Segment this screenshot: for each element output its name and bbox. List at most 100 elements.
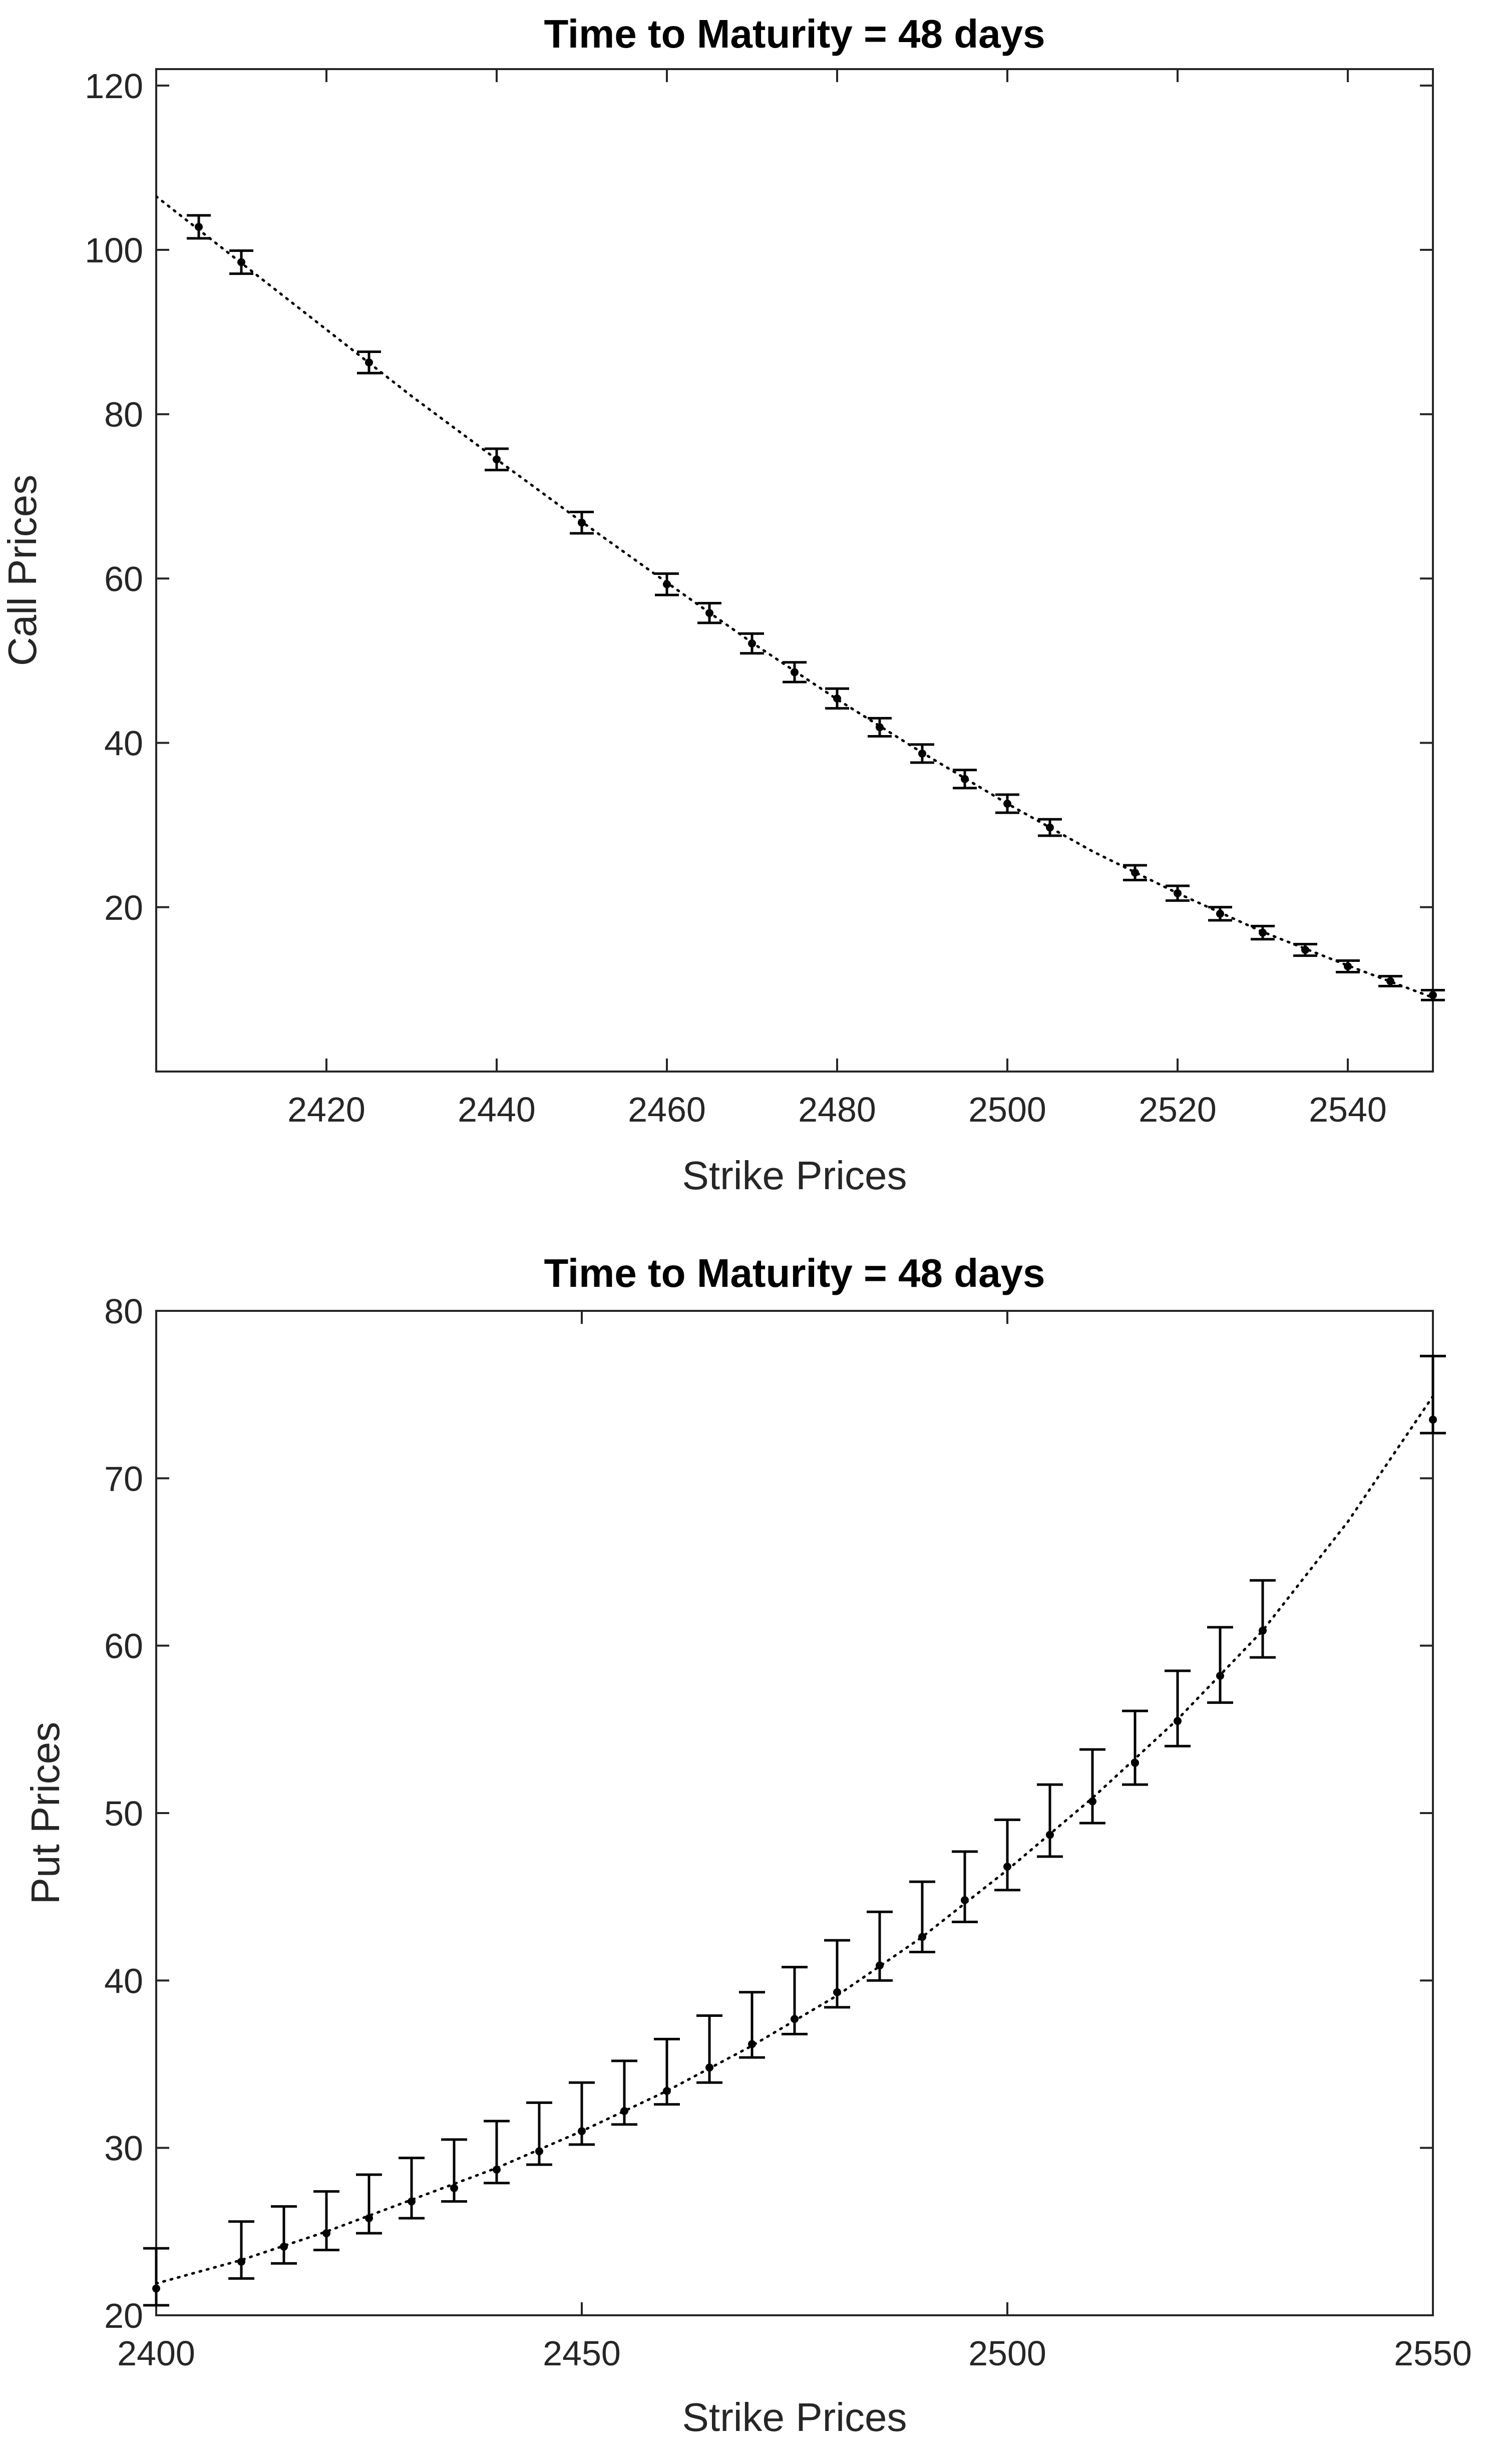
data-point-group	[356, 2173, 382, 2235]
data-point-group	[570, 510, 594, 535]
data-point-group	[1207, 1626, 1233, 1704]
data-point	[408, 2197, 416, 2206]
data-point-group	[143, 2247, 169, 2307]
data-point	[705, 2063, 713, 2072]
data-point-group	[953, 769, 977, 790]
y-tick-label: 20	[104, 888, 143, 927]
data-point-group	[611, 2059, 637, 2126]
data-point-group	[526, 2101, 552, 2166]
data-point-group	[952, 1850, 978, 1923]
y-tick-label: 120	[85, 67, 143, 106]
y-tick-label: 80	[104, 395, 143, 434]
data-point-group	[399, 2157, 425, 2220]
data-point-group	[484, 2120, 510, 2185]
data-point	[663, 580, 671, 588]
data-point	[152, 2284, 160, 2293]
data-point-group	[654, 2037, 680, 2106]
data-point-group	[1037, 1783, 1063, 1858]
data-point	[1046, 823, 1054, 832]
data-point-group	[228, 2220, 254, 2280]
y-tick-label: 30	[104, 2129, 143, 2168]
x-axis-label: Strike Prices	[682, 1153, 907, 1198]
x-tick-label: 2440	[458, 1090, 536, 1129]
data-point	[791, 668, 799, 676]
data-point-group	[910, 743, 934, 764]
data-point	[748, 639, 756, 648]
data-point	[578, 518, 586, 527]
data-point	[578, 2127, 586, 2136]
x-tick-label: 2540	[1309, 1090, 1387, 1129]
data-point-group	[1336, 959, 1360, 973]
y-tick-label: 70	[104, 1459, 143, 1498]
data-point	[1003, 800, 1011, 808]
data-point	[961, 775, 969, 783]
data-point-group	[1208, 906, 1232, 922]
data-point	[1429, 991, 1437, 999]
chart-panel-2: Time to Maturity = 48 days Strike Prices P…	[23, 1251, 1472, 2439]
data-point	[1131, 868, 1139, 877]
y-tick-label: 20	[104, 2296, 143, 2335]
data-point-group	[1122, 1709, 1148, 1786]
data-point-group	[357, 350, 381, 375]
data-point-group	[1250, 1579, 1276, 1659]
data-point	[1429, 1416, 1437, 1424]
data-point	[493, 2166, 501, 2174]
data-point-group	[995, 793, 1019, 814]
data-point	[833, 694, 841, 702]
data-point	[1386, 977, 1394, 985]
data-point-group	[1123, 864, 1147, 882]
data-point	[1174, 889, 1182, 897]
data-point	[1301, 946, 1309, 954]
data-point-group	[739, 1991, 765, 2059]
y-tick-label: 100	[85, 231, 143, 270]
data-point-group	[1038, 818, 1062, 837]
data-point-group	[867, 1910, 893, 1982]
data-point-group	[783, 661, 807, 683]
data-point	[1046, 1831, 1054, 1839]
data-point-group	[313, 2190, 339, 2252]
data-point	[365, 358, 373, 367]
data-point	[535, 2147, 543, 2156]
data-point	[620, 2107, 628, 2116]
data-point-group	[187, 214, 211, 240]
data-point	[1131, 1758, 1139, 1767]
data-point	[1216, 909, 1224, 918]
x-tick-label: 2480	[798, 1090, 876, 1129]
data-point	[791, 2015, 799, 2023]
data-point	[280, 2242, 288, 2251]
y-tick-label: 40	[104, 1961, 143, 2000]
data-point-group	[782, 1966, 808, 2035]
data-point	[1003, 1862, 1011, 1871]
x-tick-label: 2450	[543, 2334, 621, 2373]
x-tick-label: 2550	[1394, 2334, 1472, 2373]
data-point	[961, 1896, 969, 1904]
data-point-group	[868, 717, 892, 738]
y-tick-label: 50	[104, 1794, 143, 1833]
data-point	[365, 2214, 373, 2223]
data-point	[833, 1988, 841, 1996]
data-point-group	[825, 687, 849, 710]
x-tick-label: 2420	[287, 1090, 365, 1129]
chart-panel-1: Time to Maturity = 48 days Strike Prices C…	[0, 12, 1445, 1198]
data-point	[918, 1933, 926, 1941]
y-tick-label: 40	[104, 724, 143, 763]
data-point-group	[1421, 989, 1445, 1001]
data-point-group	[485, 447, 509, 472]
data-point	[1344, 962, 1352, 970]
data-point-group	[909, 1880, 935, 1953]
data-point	[1259, 1626, 1267, 1635]
data-point	[493, 455, 501, 464]
data-point	[322, 2229, 330, 2238]
y-tick-label: 60	[104, 559, 143, 598]
data-point-group	[655, 572, 679, 596]
data-point	[237, 258, 245, 266]
data-point-group	[1079, 1748, 1105, 1825]
data-point-group	[1293, 943, 1317, 957]
data-point-group	[271, 2205, 297, 2265]
x-axis-label: Strike Prices	[682, 2395, 907, 2439]
x-tick-label: 2520	[1139, 1090, 1217, 1129]
data-point	[195, 223, 203, 231]
data-point	[237, 2258, 245, 2266]
